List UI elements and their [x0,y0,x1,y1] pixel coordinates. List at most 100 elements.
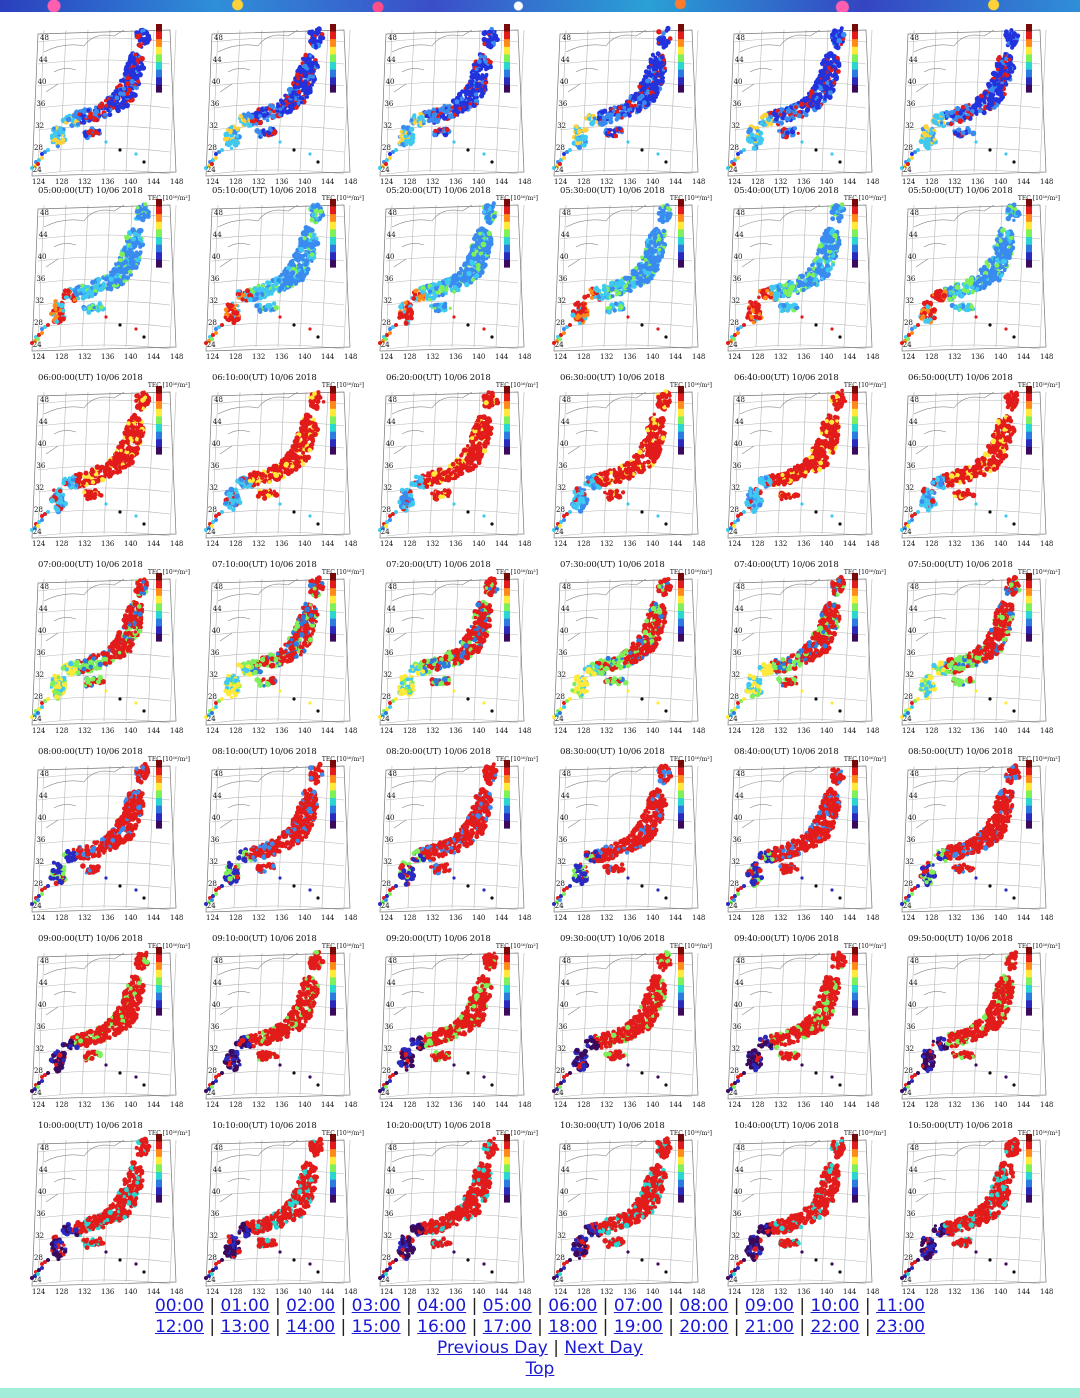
hour-link-06-00[interactable]: 06:00 [548,1296,597,1316]
longitude-tick-label: 132 [426,914,439,922]
latitude-tick-label: 32 [905,484,914,492]
longitude-tick-label: 148 [344,914,357,922]
latitude-tick-label: 24 [207,166,216,174]
hour-link-14-00[interactable]: 14:00 [286,1317,335,1337]
hour-link-11-00[interactable]: 11:00 [876,1296,925,1316]
longitude-tick-label: 136 [449,914,463,922]
longitude-tick-label: 144 [495,1288,509,1296]
hour-link-07-00[interactable]: 07:00 [614,1296,663,1316]
hour-link-05-00[interactable]: 05:00 [483,1296,532,1316]
longitude-tick-label: 148 [170,353,183,361]
frame-timestamp: 06:50:00(UT) 10/06 2018 [908,372,1058,384]
longitude-tick-label: 132 [600,540,613,548]
longitude-tick-label: 140 [646,353,659,361]
map-graticule [205,952,351,1100]
colorbar [504,760,510,829]
hour-link-03-00[interactable]: 03:00 [352,1296,401,1316]
tec-points [900,950,1019,1093]
tec-points [204,761,325,906]
map-graticule [901,29,1047,177]
tec-unit-label: TEC [10¹⁶/m²] [670,569,712,576]
hour-link-16-00[interactable]: 16:00 [417,1317,466,1337]
longitude-tick-label: 140 [298,540,311,548]
longitude-tick-label: 144 [321,353,335,361]
hour-link-17-00[interactable]: 17:00 [483,1317,532,1337]
top-link[interactable]: Top [526,1359,555,1379]
separator: | [406,1317,412,1337]
hour-link-19-00[interactable]: 19:00 [614,1317,663,1337]
latitude-tick-label: 36 [906,462,915,470]
longitude-tick-label: 132 [78,1101,91,1109]
next-day-link[interactable]: Next Day [564,1338,643,1358]
hour-link-18-00[interactable]: 18:00 [548,1317,597,1337]
tec-unit-label: TEC [10¹⁶/m²] [1018,756,1060,763]
longitude-tick-label: 136 [797,1101,811,1109]
latitude-tick-label: 36 [558,462,567,470]
hour-link-04-00[interactable]: 04:00 [417,1296,466,1316]
coastline [913,204,995,268]
longitude-tick-label: 132 [252,914,265,922]
hour-link-00-00[interactable]: 00:00 [155,1296,204,1316]
latitude-tick-label: 32 [905,1232,914,1240]
longitude-tick-label: 136 [275,914,289,922]
tec-map-frame: 07:00:00(UT) 10/06 2018 TEC [10¹⁶/m²] 48 44… [24,559,190,739]
latitude-tick-label: 36 [36,462,45,470]
latitude-tick-label: 36 [906,100,915,108]
latitude-tick-label: 24 [207,1089,216,1097]
hour-link-09-00[interactable]: 09:00 [745,1296,794,1316]
colorbar [852,1134,858,1203]
latitude-tick-label: 36 [210,100,219,108]
tec-unit-label: TEC [10¹⁶/m²] [496,1130,538,1137]
separator: | [472,1296,478,1316]
tec-points [204,1136,324,1280]
tec-map-frame: 08:30:00(UT) 10/06 2018 TEC [10¹⁶/m²] 48 44… [546,746,712,926]
longitude-tick-label: 140 [124,178,137,186]
tec-unit-label: TEC [10¹⁶/m²] [844,569,886,576]
latitude-tick-label: 48 [562,396,571,404]
longitude-tick-label: 124 [728,914,742,922]
longitude-tick-label: 124 [206,353,220,361]
latitude-tick-label: 32 [557,122,566,130]
hour-link-10-00[interactable]: 10:00 [810,1296,859,1316]
hour-link-08-00[interactable]: 08:00 [679,1296,728,1316]
coastline [739,29,821,93]
latitude-tick-label: 40 [38,253,47,261]
tec-points [378,951,499,1093]
longitude-tick-label: 148 [692,178,705,186]
tec-map-frame: 10:40:00(UT) 10/06 2018 TEC [10¹⁶/m²] 48 44… [720,1120,886,1300]
tec-map-frame: 07:30:00(UT) 10/06 2018 TEC [10¹⁶/m²] 48 44… [546,559,712,739]
latitude-tick-label: 48 [388,583,397,591]
longitude-tick-label: 132 [78,178,91,186]
longitude-tick-label: 132 [426,178,439,186]
latitude-tick-label: 36 [210,1023,219,1031]
hour-link-02-00[interactable]: 02:00 [286,1296,335,1316]
longitude-tick-label: 144 [669,178,683,186]
longitude-tick-label: 144 [1017,1101,1031,1109]
hour-link-20-00[interactable]: 20:00 [679,1317,728,1337]
latitude-tick-label: 48 [562,770,571,778]
latitude-tick-label: 48 [214,1144,223,1152]
hour-link-22-00[interactable]: 22:00 [810,1317,859,1337]
colorbar [156,760,162,829]
frame-timestamp: 10:10:00(UT) 10/06 2018 [212,1120,362,1132]
latitude-tick-label: 36 [558,1210,567,1218]
previous-day-link[interactable]: Previous Day [437,1338,548,1358]
tec-map: 48 44 40 36 32 28 24 124 128 132 136 140 144 148 [552,1134,705,1296]
coastline [913,1139,995,1203]
tec-map: 48 44 40 36 32 28 24 124 128 132 136 140 144 148 [204,573,357,735]
hour-link-13-00[interactable]: 13:00 [221,1317,270,1337]
tec-unit-label: TEC [10¹⁶/m²] [496,195,538,202]
separator: | [340,1317,346,1337]
latitude-tick-label: 48 [736,1144,745,1152]
tec-map: 48 44 40 36 32 28 24 124 128 132 136 140 144 148 [726,386,879,548]
longitude-tick-label: 124 [728,178,742,186]
hour-link-21-00[interactable]: 21:00 [745,1317,794,1337]
hour-link-15-00[interactable]: 15:00 [352,1317,401,1337]
hour-link-12-00[interactable]: 12:00 [155,1317,204,1337]
longitude-tick-label: 148 [692,914,705,922]
tec-map: 48 44 40 36 32 28 24 124 128 132 136 140 144 148 [552,24,705,186]
hour-link-01-00[interactable]: 01:00 [221,1296,270,1316]
hour-link-23-00[interactable]: 23:00 [876,1317,925,1337]
latitude-tick-label: 36 [732,649,741,657]
longitude-tick-label: 140 [124,914,137,922]
